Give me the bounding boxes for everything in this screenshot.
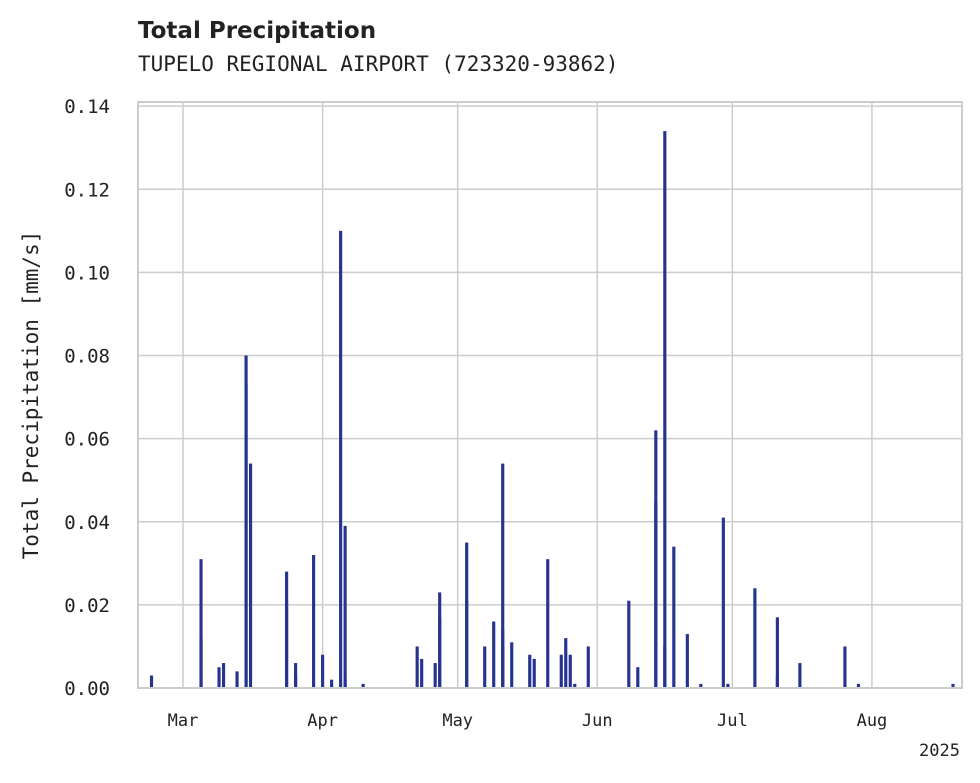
precip-bar [343,525,347,688]
precip-bar [663,646,667,688]
precip-bar [221,663,226,688]
precip-bar [856,683,861,688]
precip-bar [586,646,590,688]
precip-bar [775,675,779,688]
precip-bar [546,559,550,688]
y-tick-label: 0.10 [64,262,110,284]
chart-subtitle: TUPELO REGIONAL AIRPORT (723320-93862) [138,52,619,76]
x-tick-label: Jul [717,711,748,731]
precip-bar [636,667,640,688]
precip-bar [573,683,577,688]
precip-bar [726,683,730,688]
precip-bar [361,683,365,688]
grid-lines [138,102,962,689]
precip-bar [217,667,221,688]
precip-bar [721,517,725,688]
precip-bar [775,617,779,688]
precip-bar [321,654,325,688]
x-tick-label: Aug [857,711,888,731]
precip-bar [420,658,424,688]
y-tick-label: 0.14 [64,96,110,118]
precip-bar [501,646,505,688]
y-axis-label: Total Precipitation [mm/s] [19,231,43,560]
x-axis-year-label: 2025 [919,741,960,761]
precip-bar [343,679,347,688]
precip-bar [510,642,514,688]
precip-bar [951,683,955,688]
precip-bar [483,646,487,688]
precip-bar [235,671,239,688]
precip-bar [415,646,419,688]
precip-bar [699,683,703,688]
precip-bar [312,555,316,688]
precip-bar [532,658,536,688]
precip-bar [843,646,847,688]
x-tick-label: Jun [582,711,613,731]
precip-bar [559,654,563,688]
y-tick-label: 0.12 [64,179,110,201]
precip-bar [663,131,667,689]
precip-bar [199,559,203,688]
plot-frame [137,101,963,689]
y-tick-label: 0.04 [64,512,110,534]
precip-bar [654,500,658,688]
precip-bar [465,600,469,688]
chart-title: Total Precipitation [138,18,377,44]
precip-bar [627,600,631,688]
precip-bar [672,546,676,688]
y-axis-ticks: 0.00 0.02 0.04 0.06 0.08 0.10 0.12 0.14 [64,96,110,700]
y-tick-label: 0.00 [64,678,110,700]
precip-bar [528,654,532,688]
bar-series [149,131,955,689]
precip-bar [285,571,289,688]
precip-bar [244,355,248,688]
precip-bar [438,617,442,688]
precip-bar [492,621,496,688]
y-tick-label: 0.06 [64,429,110,451]
x-axis-ticks: Mar Apr May Jun Jul Aug [168,711,888,731]
precip-bar [294,675,298,688]
precip-bar [685,633,689,688]
precip-bar [501,463,505,688]
x-tick-label: May [442,711,473,731]
precip-bar [339,230,343,688]
precip-bar [568,654,572,688]
y-tick-label: 0.02 [64,595,110,617]
x-tick-label: Apr [307,711,338,731]
precip-bar [798,663,802,688]
precip-bar [149,675,154,688]
precip-bar [330,679,334,688]
y-tick-label: 0.08 [64,346,110,368]
precip-bar [248,463,253,688]
precip-bar [753,588,757,688]
precip-bar [433,663,437,688]
x-tick-label: Mar [168,711,199,731]
precip-bar [564,638,568,688]
